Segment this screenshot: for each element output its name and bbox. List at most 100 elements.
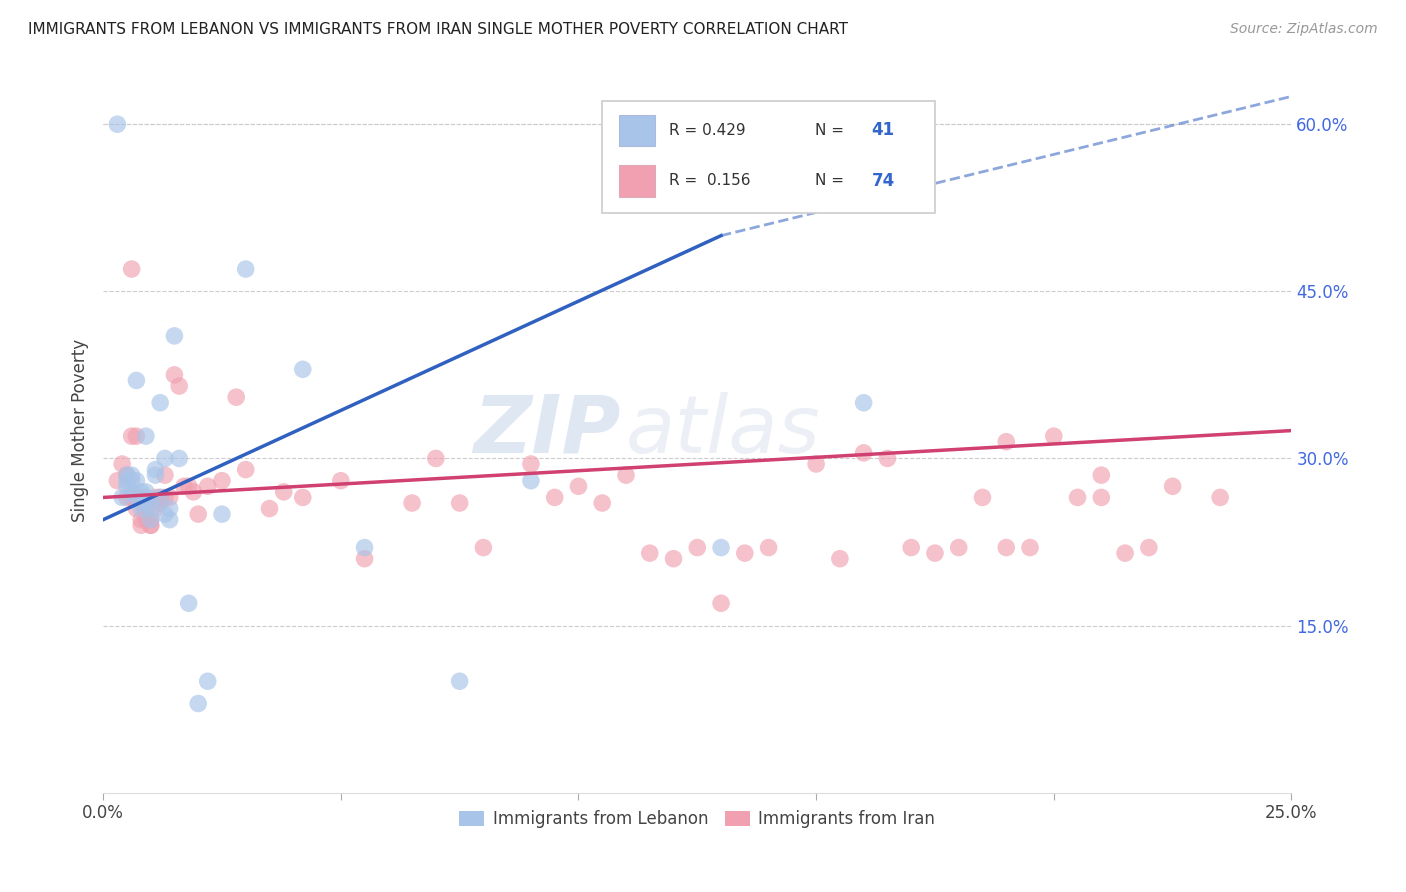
Point [425, 451, 447, 466]
Point [828, 551, 851, 566]
Point [1090, 468, 1112, 483]
Point [163, 368, 186, 382]
Point [139, 518, 162, 533]
Point [567, 479, 589, 493]
Point [129, 496, 152, 510]
Text: ZIP: ZIP [472, 392, 620, 469]
Point [153, 491, 176, 505]
Point [121, 474, 143, 488]
Point [139, 513, 162, 527]
Point [235, 462, 257, 476]
Point [972, 491, 994, 505]
Point [129, 491, 152, 505]
Point [173, 479, 195, 493]
Text: Source: ZipAtlas.com: Source: ZipAtlas.com [1230, 22, 1378, 37]
Point [876, 451, 898, 466]
Point [852, 395, 875, 409]
Point [225, 390, 247, 404]
Point [211, 507, 233, 521]
Point [197, 479, 219, 493]
Point [125, 491, 148, 505]
Point [139, 518, 162, 533]
Point [139, 513, 162, 527]
Point [291, 362, 314, 376]
Point [121, 484, 143, 499]
Point [804, 457, 827, 471]
Point [145, 491, 167, 505]
Point [1090, 491, 1112, 505]
Point [1161, 479, 1184, 493]
Point [852, 446, 875, 460]
Point [187, 507, 209, 521]
Point [129, 518, 152, 533]
Point [177, 479, 200, 493]
Point [135, 484, 157, 499]
Point [115, 474, 138, 488]
Point [115, 468, 138, 483]
Point [153, 451, 176, 466]
Point [149, 491, 172, 505]
Point [472, 541, 495, 555]
Point [259, 501, 281, 516]
Point [125, 501, 148, 516]
Point [105, 117, 128, 131]
Point [1137, 541, 1160, 555]
Point [520, 474, 543, 488]
Point [145, 501, 167, 516]
Point [115, 479, 138, 493]
Point [197, 674, 219, 689]
Point [177, 596, 200, 610]
Point [1042, 429, 1064, 443]
Point [758, 541, 780, 555]
Point [121, 429, 143, 443]
Point [121, 262, 143, 277]
Point [125, 374, 148, 388]
Point [121, 491, 143, 505]
Text: atlas: atlas [626, 392, 821, 469]
Point [235, 262, 257, 277]
Point [520, 457, 543, 471]
Point [449, 674, 471, 689]
Point [149, 395, 172, 409]
Point [121, 468, 143, 483]
Point [145, 468, 167, 483]
Y-axis label: Single Mother Poverty: Single Mother Poverty [72, 339, 89, 522]
Point [187, 697, 209, 711]
Point [129, 501, 152, 516]
Text: IMMIGRANTS FROM LEBANON VS IMMIGRANTS FROM IRAN SINGLE MOTHER POVERTY CORRELATIO: IMMIGRANTS FROM LEBANON VS IMMIGRANTS FR… [28, 22, 848, 37]
Point [995, 434, 1018, 449]
Point [129, 513, 152, 527]
Point [329, 474, 352, 488]
Point [686, 541, 709, 555]
Point [291, 491, 314, 505]
Point [353, 551, 375, 566]
Point [129, 484, 152, 499]
Point [710, 596, 733, 610]
Point [183, 484, 205, 499]
Point [115, 468, 138, 483]
Point [211, 474, 233, 488]
Point [125, 491, 148, 505]
Point [614, 468, 637, 483]
Point [149, 491, 172, 505]
Point [544, 491, 567, 505]
Point [153, 507, 176, 521]
Point [1019, 541, 1042, 555]
Point [153, 468, 176, 483]
Point [995, 541, 1018, 555]
Point [105, 474, 128, 488]
Point [353, 541, 375, 555]
Point [159, 501, 181, 516]
Point [135, 501, 157, 516]
Point [734, 546, 756, 560]
Point [449, 496, 471, 510]
Point [924, 546, 946, 560]
Point [125, 429, 148, 443]
Point [115, 491, 138, 505]
Point [135, 513, 157, 527]
Point [139, 496, 162, 510]
Point [149, 496, 172, 510]
Point [948, 541, 970, 555]
Point [125, 474, 148, 488]
Point [167, 379, 190, 393]
